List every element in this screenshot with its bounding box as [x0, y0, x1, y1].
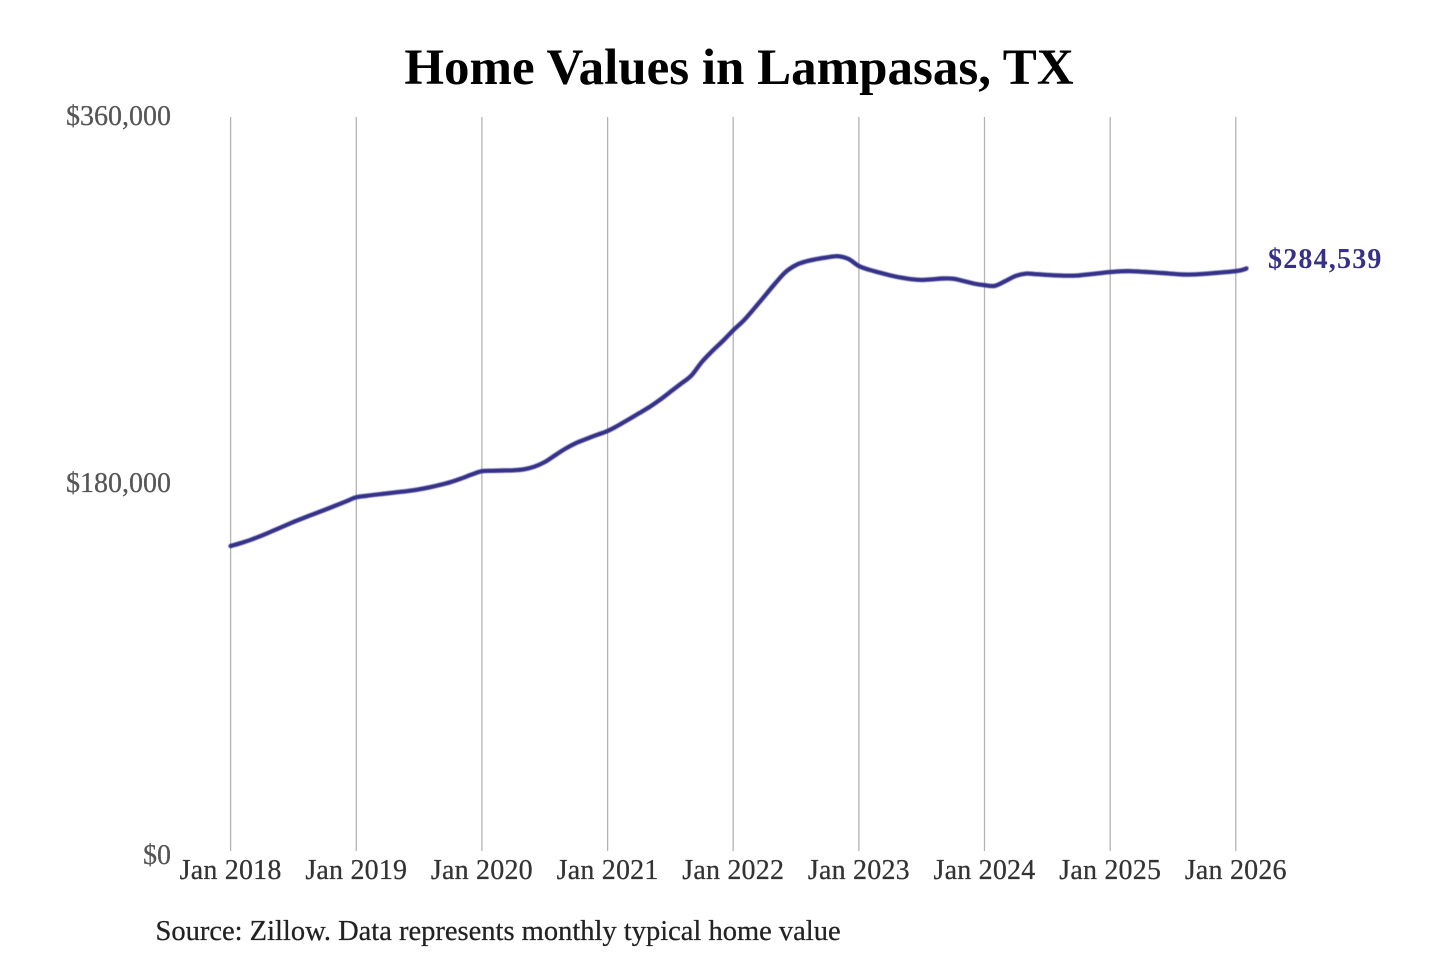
svg-text:Source: Zillow. Data represent: Source: Zillow. Data represents monthly … [156, 916, 841, 947]
svg-text:Jan 2024: Jan 2024 [934, 855, 1036, 886]
svg-text:Jan 2025: Jan 2025 [1059, 855, 1161, 886]
svg-text:Jan 2022: Jan 2022 [682, 855, 784, 886]
svg-text:Jan 2018: Jan 2018 [180, 855, 282, 886]
svg-text:$0: $0 [143, 840, 171, 871]
svg-text:Jan 2021: Jan 2021 [557, 855, 659, 886]
svg-text:$360,000: $360,000 [66, 101, 171, 132]
svg-text:Jan 2023: Jan 2023 [808, 855, 910, 886]
svg-text:Jan 2026: Jan 2026 [1185, 855, 1287, 886]
svg-text:Home Values in Lampasas, TX: Home Values in Lampasas, TX [404, 40, 1073, 96]
svg-text:$284,539: $284,539 [1268, 244, 1383, 275]
svg-text:Jan 2019: Jan 2019 [305, 855, 407, 886]
svg-text:$180,000: $180,000 [66, 468, 171, 499]
svg-text:Jan 2020: Jan 2020 [431, 855, 533, 886]
